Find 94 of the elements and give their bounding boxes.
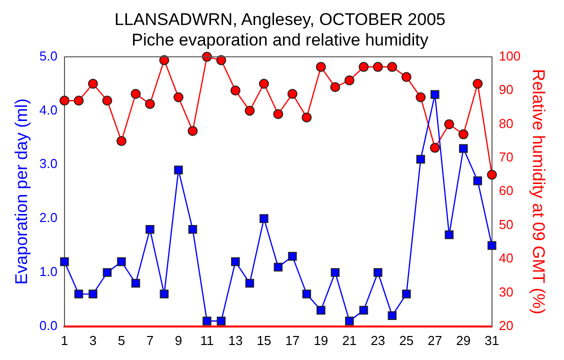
point: [359, 306, 368, 315]
point: [302, 290, 312, 298]
point: [116, 136, 126, 146]
x-tick-label: 11: [200, 332, 214, 348]
point: [459, 144, 468, 153]
point: [358, 62, 369, 72]
point: [74, 290, 84, 298]
point: [374, 268, 382, 277]
x-tick-label: 27: [428, 332, 442, 348]
y2-tick-label: 30: [498, 284, 514, 300]
point: [387, 62, 398, 72]
point: [302, 112, 312, 122]
y-axis-title: Evaporation per day (ml): [12, 98, 31, 285]
point: [131, 278, 140, 288]
x-tick-label: 13: [228, 332, 243, 348]
point: [287, 88, 298, 99]
point: [102, 96, 112, 106]
point: [230, 86, 240, 96]
y2-tick-label: 100: [498, 48, 521, 64]
point: [274, 262, 283, 272]
x-tick-label: 15: [256, 332, 272, 348]
point: [130, 88, 141, 99]
y-tick-label: 1.0: [39, 264, 58, 280]
point: [258, 78, 269, 89]
x-tick-label: 31: [484, 332, 500, 348]
point: [458, 129, 468, 140]
point: [330, 268, 340, 277]
y2-tick-label: 60: [498, 183, 514, 198]
point: [88, 290, 98, 298]
point: [444, 119, 454, 130]
y2-tick-label: 80: [498, 116, 514, 131]
point: [188, 224, 198, 234]
x-tick-label: 23: [370, 332, 386, 348]
point: [174, 166, 183, 174]
point: [74, 96, 84, 106]
point: [316, 62, 326, 72]
point: [244, 106, 255, 116]
point: [444, 230, 454, 240]
point: [488, 241, 496, 250]
chart-title: LLANSADWRN, Anglesey, OCTOBER 2005: [114, 10, 446, 29]
y2-tick-label: 50: [498, 216, 514, 232]
point: [388, 311, 397, 320]
x-tick-label: 5: [118, 332, 126, 348]
point: [416, 92, 426, 102]
point: [430, 142, 440, 153]
point: [202, 316, 212, 326]
x-tick-label: 19: [314, 332, 328, 348]
point: [430, 90, 440, 99]
point: [316, 306, 326, 315]
y-tick-label: 0.0: [39, 318, 58, 333]
point: [273, 109, 284, 120]
point: [402, 290, 411, 298]
y-tick-label: 3.0: [39, 156, 58, 172]
y-tick-label: 2.0: [39, 210, 58, 226]
point: [401, 72, 412, 82]
point: [60, 257, 69, 266]
point: [260, 214, 268, 223]
x-tick-label: 9: [174, 332, 182, 348]
point: [345, 316, 354, 326]
y2-tick-label: 20: [498, 318, 514, 333]
x-tick-label: 3: [89, 332, 97, 348]
x-tick-label: 17: [285, 332, 300, 348]
point: [330, 82, 340, 92]
point: [344, 75, 354, 86]
point: [372, 62, 383, 72]
point: [88, 78, 98, 89]
x-tick-label: 25: [399, 332, 414, 348]
point: [288, 252, 297, 261]
point: [146, 224, 154, 234]
point: [102, 268, 112, 277]
y2-axis-title: Relative humidity at 09 GMT (%): [529, 68, 548, 314]
point: [486, 170, 497, 180]
y2-tick-label: 70: [498, 149, 514, 164]
x-tick-label: 1: [60, 332, 68, 348]
point: [144, 98, 155, 109]
x-tick-label: 21: [342, 332, 357, 348]
point: [245, 278, 254, 288]
point: [173, 92, 184, 102]
point: [160, 290, 169, 298]
point: [117, 257, 126, 266]
y2-tick-label: 90: [498, 82, 514, 98]
y2-tick-label: 40: [498, 250, 514, 266]
chart-subtitle: Piche evaporation and relative humidity: [132, 30, 429, 50]
y-tick-label: 5.0: [39, 48, 58, 64]
point: [473, 176, 482, 186]
x-tick-label: 7: [146, 332, 154, 348]
point: [59, 96, 70, 106]
x-tick-label: 29: [456, 332, 471, 348]
point: [188, 126, 198, 136]
point: [216, 316, 226, 326]
point: [472, 78, 483, 89]
point: [231, 257, 240, 266]
point: [416, 154, 426, 164]
y-tick-label: 4.0: [39, 102, 58, 118]
